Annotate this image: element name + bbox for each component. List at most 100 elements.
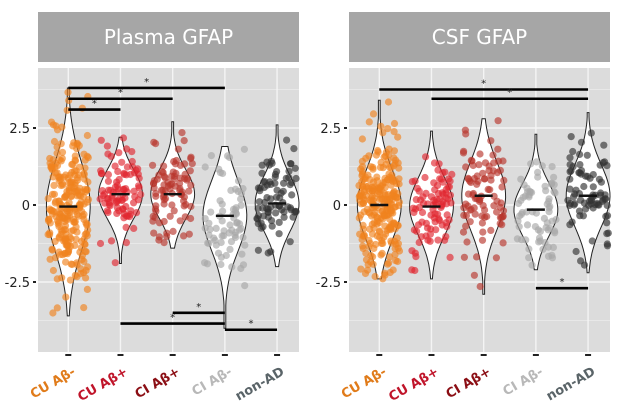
- x-tick-label: CU Aβ+: [75, 364, 130, 404]
- data-point: [577, 196, 585, 204]
- data-point: [371, 208, 379, 216]
- data-point: [460, 147, 468, 155]
- data-point: [493, 169, 501, 177]
- data-point: [550, 181, 558, 189]
- data-point: [268, 222, 276, 230]
- data-point: [525, 254, 533, 262]
- data-point: [267, 195, 275, 203]
- data-point: [58, 148, 67, 156]
- data-point: [57, 181, 65, 190]
- data-point: [414, 221, 423, 229]
- data-point: [273, 168, 281, 176]
- data-point: [586, 174, 594, 182]
- data-point: [44, 195, 52, 203]
- data-point: [375, 228, 384, 236]
- data-point: [566, 154, 574, 162]
- data-point: [104, 177, 112, 185]
- data-point: [104, 171, 112, 179]
- data-point: [408, 266, 416, 274]
- data-point: [130, 199, 138, 207]
- data-point: [422, 153, 430, 161]
- data-point: [486, 186, 494, 194]
- data-point: [58, 123, 66, 131]
- data-point: [444, 195, 452, 203]
- data-point: [466, 206, 474, 214]
- data-point: [445, 183, 453, 191]
- data-point: [603, 242, 612, 250]
- data-point: [430, 159, 439, 167]
- data-point: [176, 217, 184, 225]
- data-point: [513, 235, 522, 243]
- data-point: [390, 128, 398, 136]
- data-point: [238, 250, 246, 258]
- data-point: [394, 133, 402, 141]
- data-point: [216, 197, 224, 205]
- data-point: [551, 227, 559, 235]
- data-point: [580, 261, 589, 269]
- data-point: [155, 171, 163, 179]
- data-point: [68, 260, 76, 269]
- data-point: [282, 174, 290, 182]
- data-point: [150, 138, 158, 146]
- data-point: [415, 203, 423, 211]
- data-point: [160, 217, 168, 226]
- data-point: [80, 193, 88, 201]
- data-point: [390, 219, 398, 227]
- data-point: [493, 197, 501, 205]
- data-point: [479, 228, 487, 236]
- data-point: [426, 230, 434, 238]
- data-point: [471, 210, 479, 218]
- data-point: [119, 134, 128, 142]
- data-point: [49, 121, 58, 129]
- x-tick-label: CI Aβ-: [501, 364, 546, 399]
- data-point: [601, 191, 609, 199]
- data-point: [264, 208, 272, 216]
- data-point: [280, 213, 288, 221]
- data-point: [391, 251, 399, 259]
- data-point: [73, 176, 82, 184]
- data-point: [180, 232, 188, 240]
- data-point: [380, 233, 388, 241]
- data-point: [431, 198, 440, 207]
- data-point: [97, 136, 105, 144]
- data-point: [290, 145, 298, 153]
- panel-title: CSF GFAP: [432, 25, 527, 49]
- data-point: [359, 242, 367, 250]
- data-point: [499, 207, 508, 215]
- panel-strip: [349, 12, 610, 62]
- data-point: [97, 169, 106, 178]
- y-tick-label: -2.5: [5, 276, 30, 291]
- data-point: [84, 178, 92, 186]
- significance-star: *: [196, 302, 201, 313]
- data-point: [378, 239, 386, 247]
- data-point: [515, 223, 523, 231]
- data-point: [548, 254, 557, 262]
- data-point: [254, 246, 262, 254]
- data-point: [380, 212, 388, 220]
- data-point: [82, 230, 90, 238]
- data-point: [181, 213, 189, 221]
- data-point: [240, 145, 248, 153]
- data-point: [82, 266, 90, 275]
- data-point: [384, 98, 393, 106]
- data-point: [460, 253, 468, 261]
- data-point: [601, 158, 609, 166]
- data-point: [430, 179, 438, 187]
- data-point: [113, 209, 121, 217]
- data-point: [279, 187, 287, 195]
- data-point: [53, 169, 61, 177]
- data-point: [564, 196, 572, 204]
- data-point: [394, 257, 402, 266]
- data-point: [384, 156, 392, 164]
- data-point: [115, 149, 123, 157]
- data-point: [589, 183, 597, 191]
- data-point: [55, 222, 63, 231]
- data-point: [476, 282, 484, 291]
- data-point: [127, 207, 135, 215]
- data-point: [498, 183, 506, 191]
- data-point: [100, 190, 109, 198]
- data-point: [497, 213, 506, 222]
- data-point: [475, 161, 483, 169]
- data-point: [515, 212, 524, 220]
